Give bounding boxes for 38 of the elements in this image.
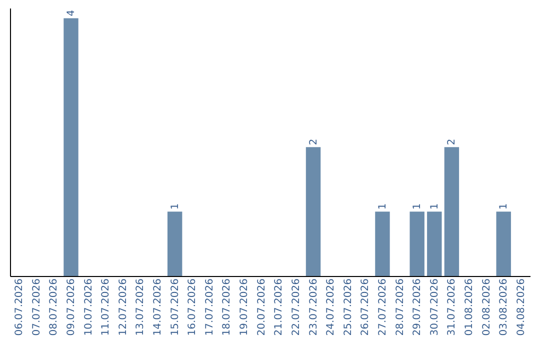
- x-tick-label: 24.07.2026: [326, 278, 337, 336]
- x-tick-label: 23.07.2026: [308, 278, 320, 336]
- x-tick-label: 12.07.2026: [118, 278, 129, 336]
- x-tick-label: 15.07.2026: [170, 278, 181, 336]
- data-label: 1: [412, 203, 424, 210]
- data-label: 2: [446, 138, 458, 146]
- x-tick-label: 22.07.2026: [290, 278, 302, 336]
- x-tick-label: 31.07.2026: [446, 278, 458, 336]
- x-tick-label: 04.08.2026: [516, 278, 527, 336]
- x-tick-label: 11.07.2026: [100, 278, 112, 336]
- x-tick-label: 13.07.2026: [135, 278, 146, 336]
- x-tick-label: 30.07.2026: [429, 278, 440, 336]
- x-tick-label: 19.07.2026: [239, 278, 250, 336]
- x-tick-label: 21.07.2026: [274, 278, 285, 336]
- x-tick-label: 18.07.2026: [222, 278, 233, 336]
- data-label: 1: [377, 203, 388, 210]
- x-tick-label: 17.07.2026: [204, 278, 216, 336]
- x-tick-label: 08.07.2026: [48, 278, 60, 336]
- x-tick-label: 10.07.2026: [83, 278, 94, 336]
- x-tick-label: 07.07.2026: [31, 278, 42, 336]
- x-tick-label: 27.07.2026: [377, 278, 388, 336]
- x-tick-label: 28.07.2026: [394, 278, 406, 336]
- x-tick-label: 09.07.2026: [66, 278, 77, 336]
- x-tick-label: 01.08.2026: [464, 278, 475, 336]
- x-tick-label: 14.07.2026: [152, 278, 164, 336]
- x-tick-label: 26.07.2026: [360, 278, 372, 336]
- x-tick-label: 25.07.2026: [342, 278, 354, 336]
- data-label: 1: [429, 203, 440, 210]
- x-tick-label: 06.07.2026: [14, 278, 26, 336]
- x-tick-label: 29.07.2026: [412, 278, 424, 336]
- x-tick-label: 16.07.2026: [187, 278, 198, 336]
- data-label: 4: [66, 10, 77, 16]
- x-tick-label: 03.08.2026: [498, 278, 510, 336]
- x-tick-label: 20.07.2026: [256, 278, 268, 336]
- data-label: 1: [170, 203, 181, 210]
- data-label: 2: [308, 138, 320, 146]
- data-label: 1: [498, 203, 510, 210]
- x-tick-label: 02.08.2026: [481, 278, 492, 336]
